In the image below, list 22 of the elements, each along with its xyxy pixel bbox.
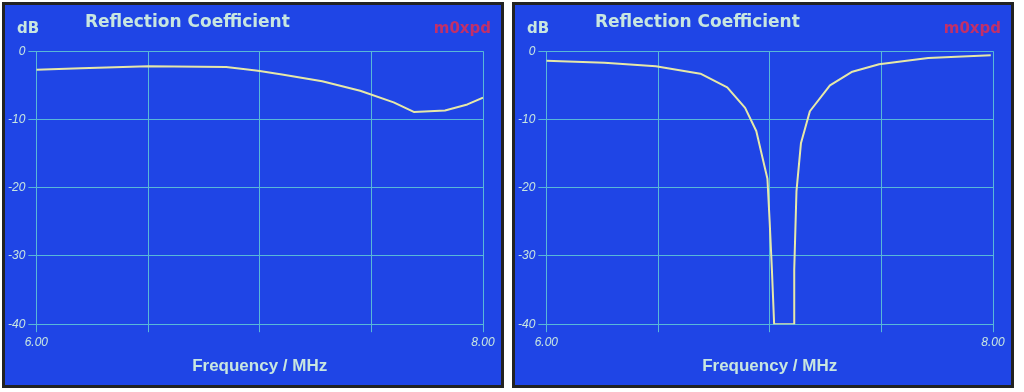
y-tick-label: -20 bbox=[518, 180, 536, 195]
y-tick-label: -20 bbox=[8, 180, 26, 195]
y-tick-label: 0 bbox=[18, 43, 26, 58]
x-tick-label: 8.00 bbox=[471, 334, 495, 349]
y-tick-label: 0 bbox=[528, 43, 536, 58]
chart-title: Reflection Coefficient bbox=[595, 11, 800, 31]
y-tick-label: -30 bbox=[518, 248, 536, 263]
x-tick-label: 6.00 bbox=[24, 334, 49, 349]
y-tick-label: -30 bbox=[8, 248, 26, 263]
y-tick-label: -40 bbox=[8, 316, 26, 331]
y-tick-label: -10 bbox=[518, 111, 536, 126]
y-tick-label: -40 bbox=[518, 316, 536, 331]
text: m0xpd bbox=[433, 19, 491, 37]
text: m0xpd bbox=[943, 19, 1001, 37]
y-axis-title: dB bbox=[17, 19, 40, 37]
x-axis-title: Frequency / MHz bbox=[192, 356, 328, 376]
x-axis-title: Frequency / MHz bbox=[702, 356, 838, 376]
chart-title: Reflection Coefficient bbox=[85, 11, 290, 31]
y-tick-label: -10 bbox=[8, 111, 26, 126]
x-tick-label: 8.00 bbox=[981, 334, 1005, 349]
y-axis-title: dB bbox=[527, 19, 550, 37]
x-tick-label: 6.00 bbox=[534, 334, 559, 349]
